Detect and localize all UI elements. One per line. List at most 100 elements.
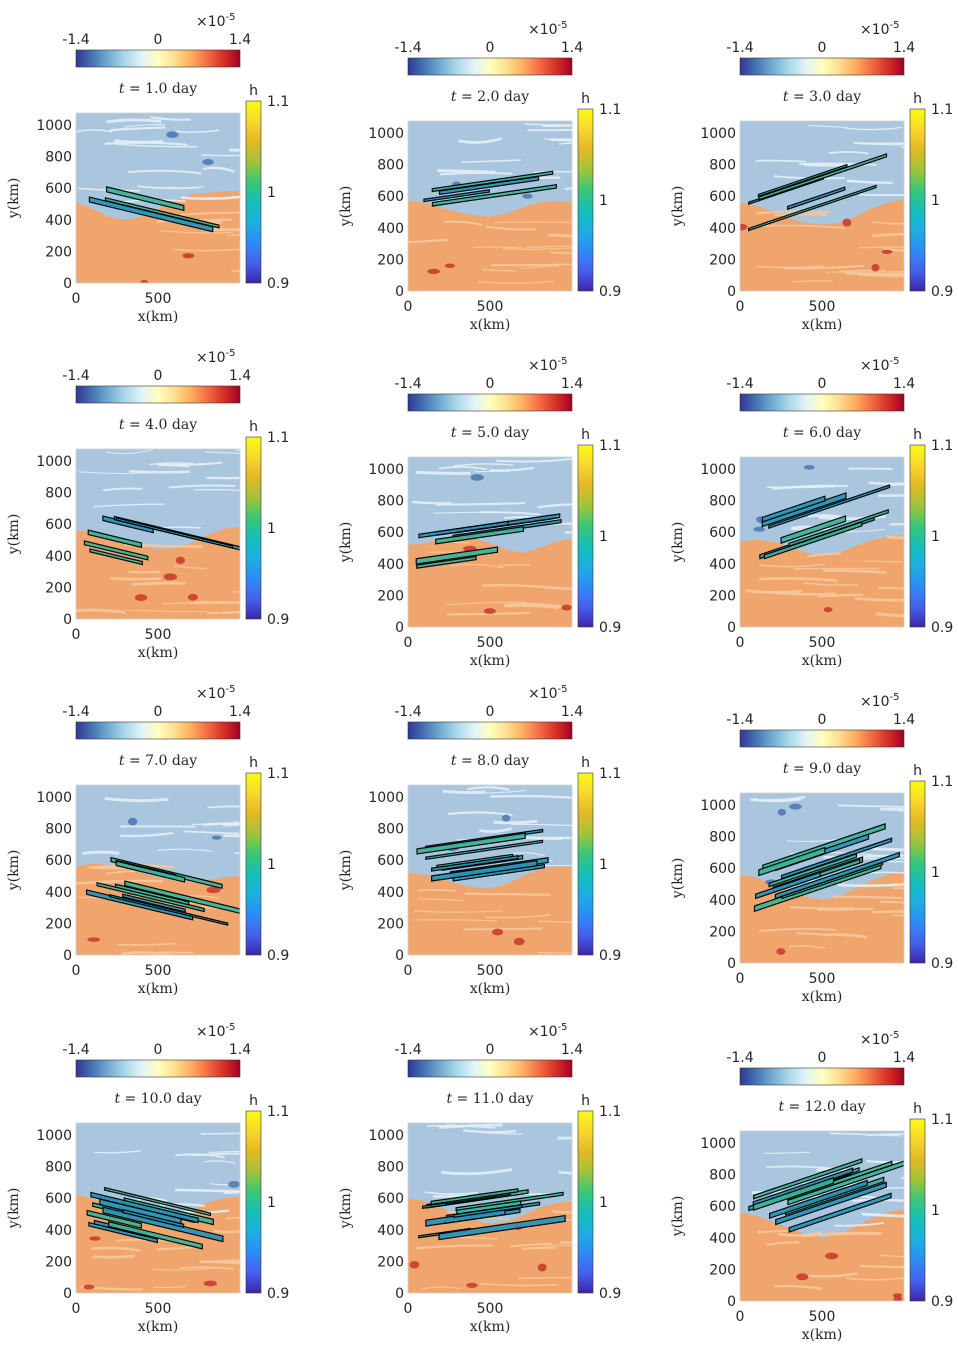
- y-tick-label: 0: [395, 1286, 404, 1302]
- y-tick-label: 0: [63, 276, 72, 292]
- y-tick-label: 400: [45, 213, 72, 229]
- vortex: [228, 1181, 240, 1188]
- panel-title: t = 4.0 day: [119, 417, 197, 433]
- field-streak: [474, 471, 511, 472]
- h-colorbar: h0.911.1: [910, 763, 953, 972]
- vortex: [824, 607, 833, 612]
- y-tick-label: 800: [45, 486, 72, 502]
- vorticity-colorbar-scale: ×10-5: [196, 12, 236, 30]
- y-tick-label: 400: [709, 893, 736, 909]
- y-tick-label: 600: [709, 525, 736, 541]
- h-colorbar-label: h: [581, 755, 590, 771]
- y-axis-label: y(km): [338, 186, 354, 228]
- x-tick-label: 500: [809, 635, 836, 651]
- h-colorbar-tick: 0.9: [931, 620, 953, 636]
- h-colorbar: h0.911.1: [578, 755, 621, 964]
- vortex: [796, 1273, 808, 1280]
- y-tick-label: 200: [45, 244, 72, 260]
- h-colorbar-tick: 1.1: [931, 1112, 953, 1128]
- field-streak: [855, 599, 917, 601]
- vorticity-colorbar-tick: 1.4: [561, 40, 583, 56]
- y-tick-label: 400: [45, 549, 72, 565]
- h-colorbar-tick: 1.1: [267, 766, 289, 782]
- y-tick-label: 0: [727, 1294, 736, 1310]
- y-tick-label: 800: [709, 494, 736, 510]
- panel-title: t = 3.0 day: [783, 89, 861, 105]
- x-axis-label: x(km): [470, 317, 511, 333]
- y-tick-label: 400: [377, 221, 404, 237]
- h-colorbar-label: h: [913, 763, 922, 779]
- h-colorbar: h0.911.1: [910, 1101, 953, 1310]
- y-axis-label: y(km): [6, 1188, 22, 1230]
- h-colorbar-tick: 0.9: [931, 284, 953, 300]
- h-colorbar-tick: 1: [931, 865, 940, 881]
- h-colorbar-tick: 1: [931, 529, 940, 545]
- y-tick-label: 0: [395, 284, 404, 300]
- vorticity-colorbar-tick: 0: [154, 704, 163, 720]
- y-tick-label: 0: [727, 284, 736, 300]
- field-streak: [876, 614, 936, 616]
- y-tick-label: 200: [45, 1254, 72, 1270]
- h-colorbar-label: h: [249, 419, 258, 435]
- vorticity-colorbar-scale: ×10-5: [860, 356, 900, 374]
- panel-title: t = 12.0 day: [778, 1099, 865, 1115]
- h-colorbar-tick: 1: [599, 529, 608, 545]
- vortex: [445, 263, 455, 267]
- vortex: [492, 929, 503, 936]
- y-tick-label: 400: [377, 885, 404, 901]
- field-streak: [417, 890, 456, 891]
- x-axis-label: x(km): [138, 1319, 179, 1335]
- vorticity-colorbar-scale: ×10-5: [196, 1022, 236, 1040]
- h-colorbar-tick: 1: [599, 1195, 608, 1211]
- y-tick-label: 200: [377, 588, 404, 604]
- vortex: [778, 809, 786, 816]
- h-colorbar-tick: 0.9: [931, 956, 953, 972]
- field-streak: [899, 810, 958, 812]
- vorticity-colorbar-tick: 1.4: [561, 704, 583, 720]
- h-colorbar-tick: 0.9: [931, 1294, 953, 1310]
- vorticity-colorbar-tick: 1.4: [561, 1042, 583, 1058]
- h-colorbar-tick: 1.1: [599, 766, 621, 782]
- x-tick-label: 0: [404, 299, 413, 315]
- panel-title: t = 9.0 day: [783, 761, 861, 777]
- y-tick-label: 1000: [36, 454, 72, 470]
- x-axis-label: x(km): [802, 653, 843, 669]
- h-colorbar-label: h: [913, 427, 922, 443]
- h-colorbar: h 0.9 1 1.1: [910, 427, 953, 636]
- y-tick-label: 1000: [700, 798, 736, 814]
- y-tick-label: 400: [377, 557, 404, 573]
- y-tick-label: 200: [709, 924, 736, 940]
- panel-title: t = 6.0 day: [783, 425, 861, 441]
- x-axis-label: x(km): [802, 317, 843, 333]
- vorticity-colorbar-tick: 0: [486, 40, 495, 56]
- vorticity-colorbar: -1.4 0 1.4 ×10-5: [394, 20, 583, 75]
- h-colorbar-tick: 0.9: [267, 948, 289, 964]
- vorticity-colorbar-scale: ×10-5: [528, 20, 568, 38]
- y-tick-label: 1000: [700, 126, 736, 142]
- h-colorbar-tick: 1.1: [931, 438, 953, 454]
- y-tick-label: 200: [45, 580, 72, 596]
- y-tick-label: 800: [709, 830, 736, 846]
- vorticity-colorbar-tick: -1.4: [394, 40, 421, 56]
- h-colorbar-tick: 1: [599, 193, 608, 209]
- field-streak: [774, 214, 827, 215]
- y-tick-label: 1000: [368, 1128, 404, 1144]
- y-tick-label: 800: [377, 158, 404, 174]
- h-colorbar: h0.911.1: [246, 755, 289, 964]
- x-axis-label: x(km): [138, 981, 179, 997]
- field-streak: [442, 791, 486, 792]
- vortex: [561, 605, 571, 611]
- vorticity-colorbar-tick: -1.4: [62, 32, 89, 48]
- vortex: [135, 594, 147, 601]
- y-tick-label: 0: [63, 1286, 72, 1302]
